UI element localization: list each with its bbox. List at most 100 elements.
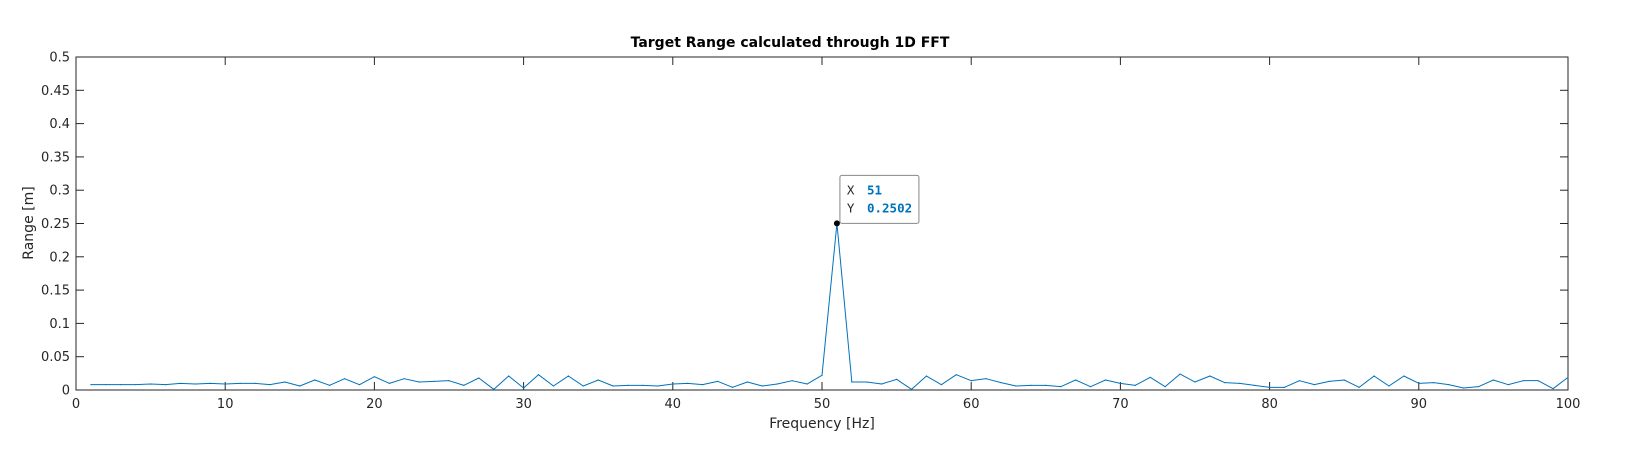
y-tick-label: 0.05 xyxy=(41,350,70,365)
data-point xyxy=(567,375,569,377)
data-point xyxy=(1000,382,1002,384)
data-point xyxy=(851,381,853,383)
data-point xyxy=(716,380,719,382)
data-point xyxy=(1239,382,1241,384)
data-point xyxy=(1298,380,1301,382)
series-line xyxy=(90,222,1569,390)
data-point xyxy=(1224,382,1226,384)
data-point xyxy=(1403,375,1405,377)
datatip-x-label: X xyxy=(847,182,855,197)
data-point xyxy=(687,382,689,384)
data-point xyxy=(523,387,525,389)
y-axis: 0 0.05 0.1 0.15 0.2 0.25 0.3 0.35 0.4 0.45 0.5 xyxy=(41,51,1568,399)
data-point xyxy=(746,381,749,383)
data-point xyxy=(1448,384,1450,386)
x-tick-label: 10 xyxy=(217,397,234,412)
data-point xyxy=(627,384,629,386)
y-tick-label: 0.15 xyxy=(41,284,70,299)
datatip-y-label: Y xyxy=(847,200,855,215)
datatip-x-row: X 51 xyxy=(847,182,882,197)
data-point xyxy=(910,388,913,390)
plot-area xyxy=(75,56,1569,391)
data-point xyxy=(1269,386,1271,388)
datatip-y-row: Y 0.2502 xyxy=(847,200,912,215)
data-point xyxy=(164,384,167,386)
x-tick-label: 30 xyxy=(515,397,532,412)
data-point xyxy=(1104,379,1107,381)
data-point xyxy=(1119,382,1121,384)
data-point xyxy=(120,384,122,386)
data-point xyxy=(418,381,420,383)
data-point xyxy=(194,383,196,385)
x-tick-label: 20 xyxy=(366,397,383,412)
data-point xyxy=(881,383,883,385)
data-point xyxy=(433,380,435,382)
data-point xyxy=(612,385,614,387)
data-point xyxy=(463,384,465,386)
y-axis-label: Range [m] xyxy=(21,186,37,259)
data-point xyxy=(1462,387,1465,389)
data-point xyxy=(299,385,301,387)
data-point xyxy=(343,378,346,380)
data-point xyxy=(806,383,808,385)
data-point xyxy=(1194,381,1196,383)
data-point xyxy=(1477,386,1480,388)
data-point xyxy=(448,380,450,382)
y-tick-label: 0.5 xyxy=(49,51,70,66)
data-point xyxy=(209,382,211,384)
data-point xyxy=(537,374,540,376)
x-axis-label: Frequency [Hz] xyxy=(769,416,875,432)
data-point xyxy=(329,384,331,386)
data-point xyxy=(358,384,361,386)
data-point xyxy=(105,384,107,386)
data-point xyxy=(254,382,256,384)
data-point xyxy=(1492,379,1494,381)
data-point xyxy=(90,384,92,386)
data-point xyxy=(642,384,644,386)
data-point xyxy=(1567,376,1569,378)
data-point xyxy=(1507,384,1509,386)
data-point xyxy=(1388,385,1390,387)
chart-title: Target Range calculated through 1D FFT xyxy=(631,35,950,51)
y-tick-label: 0.45 xyxy=(41,84,70,99)
data-point xyxy=(314,379,316,381)
data-point xyxy=(672,383,674,385)
data-point xyxy=(1328,380,1330,382)
data-point xyxy=(1015,385,1017,387)
x-tick-label: 60 xyxy=(963,397,980,412)
data-point xyxy=(1149,376,1151,378)
y-tick-label: 0.35 xyxy=(41,150,70,165)
data-point xyxy=(866,381,868,383)
data-point xyxy=(1075,379,1077,381)
data-point xyxy=(1179,373,1181,375)
data-point xyxy=(955,374,957,376)
data-point xyxy=(1522,380,1524,382)
data-point xyxy=(731,386,734,388)
datatip-marker[interactable] xyxy=(833,220,840,227)
data-point xyxy=(135,384,137,386)
data-point xyxy=(985,378,987,380)
data-point xyxy=(597,379,599,381)
x-tick-label: 80 xyxy=(1261,397,1278,412)
datatip[interactable]: X 51 Y 0.2502 xyxy=(833,174,920,227)
data-point xyxy=(1358,386,1360,388)
data-point xyxy=(1209,375,1211,377)
data-point xyxy=(761,385,763,387)
data-point xyxy=(478,377,480,379)
data-point xyxy=(1433,382,1435,384)
data-point xyxy=(821,374,823,376)
data-point xyxy=(224,383,226,385)
data-point xyxy=(702,384,704,386)
data-point xyxy=(1283,386,1286,388)
data-point xyxy=(284,381,286,383)
data-point xyxy=(1537,380,1539,382)
data-point xyxy=(179,382,182,384)
data-point xyxy=(493,388,495,390)
data-point xyxy=(896,378,898,380)
data-point xyxy=(373,376,375,378)
data-point xyxy=(1418,382,1420,384)
x-tick-label: 50 xyxy=(814,397,831,412)
datatip-box xyxy=(839,174,920,224)
data-point xyxy=(508,375,510,377)
